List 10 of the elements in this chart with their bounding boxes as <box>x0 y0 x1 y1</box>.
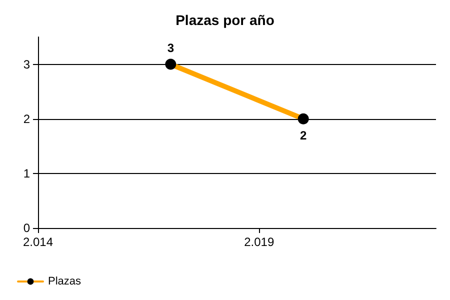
data-label: 2 <box>300 128 307 142</box>
legend-label: Plazas <box>48 276 82 288</box>
y-tick-label: 1 <box>23 166 30 180</box>
y-tick-label: 3 <box>23 57 30 72</box>
y-tick-label: 2 <box>23 112 30 126</box>
chart-title: Plazas por año <box>176 12 274 28</box>
data-label: 3 <box>167 40 174 55</box>
y-tick-label: 0 <box>23 221 30 235</box>
x-tick-label: 2.014 <box>22 235 54 249</box>
x-tick-label: 2.019 <box>244 235 274 249</box>
